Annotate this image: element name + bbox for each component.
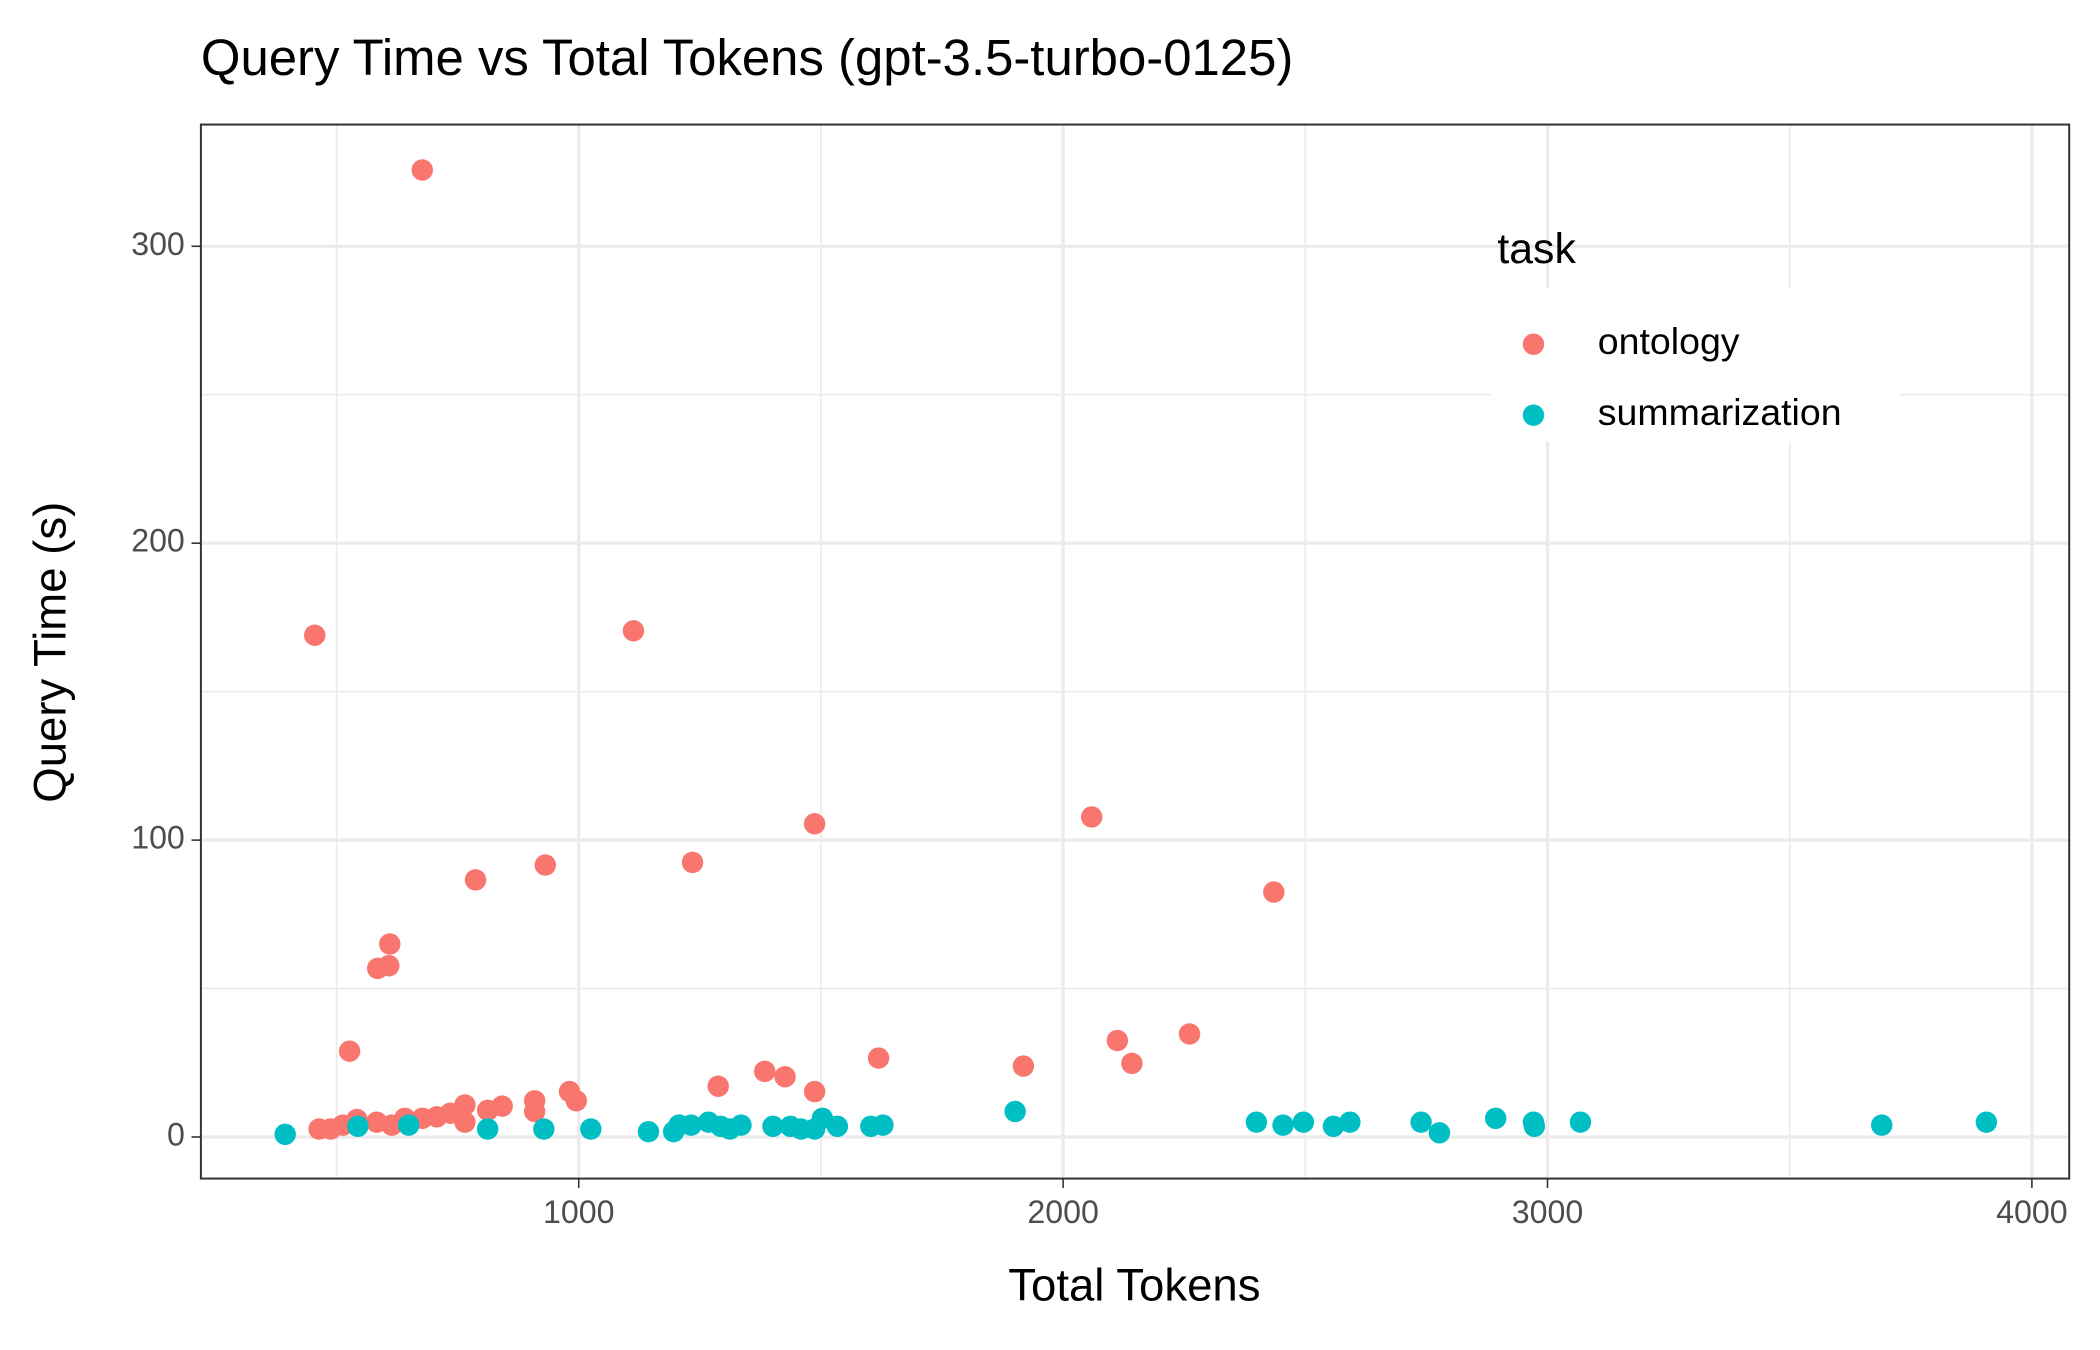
point [1012, 1055, 1035, 1077]
point [338, 1040, 361, 1062]
point [803, 1080, 826, 1103]
y-tick-label: 200 [131, 523, 185, 559]
point [580, 1118, 602, 1140]
point [1569, 1111, 1592, 1133]
x-axis-label: Total Tokens [1008, 1259, 1260, 1310]
point [565, 1090, 588, 1112]
y-axis-label: Query Time (s) [25, 502, 76, 803]
point [707, 1075, 729, 1097]
point [1263, 881, 1285, 903]
point [523, 1100, 546, 1123]
point [274, 1123, 296, 1146]
point [1080, 806, 1103, 828]
chart-title: Query Time vs Total Tokens (gpt-3.5-turb… [201, 29, 1293, 86]
point [411, 159, 433, 181]
point [1428, 1122, 1451, 1144]
legend-label: summarization [1598, 391, 1842, 433]
point [464, 869, 487, 891]
point [803, 813, 826, 835]
point [1178, 1023, 1201, 1045]
point [622, 620, 645, 642]
y-tick-label: 100 [131, 820, 185, 856]
point [754, 1060, 776, 1083]
legend-title: task [1497, 225, 1576, 273]
point [774, 1066, 796, 1088]
point [1523, 1115, 1546, 1138]
point [1245, 1111, 1268, 1133]
point [1272, 1114, 1294, 1136]
point [1484, 1107, 1507, 1130]
x-tick-label: 4000 [1996, 1194, 2067, 1230]
legend-marker [1522, 404, 1545, 426]
point [762, 1115, 784, 1138]
point [730, 1114, 752, 1136]
point [366, 1111, 388, 1133]
legend-background [1490, 287, 1900, 442]
point [637, 1120, 660, 1143]
point [681, 851, 704, 874]
point [378, 954, 400, 977]
point [826, 1115, 849, 1138]
y-tick-label: 0 [167, 1116, 185, 1152]
point [379, 933, 401, 955]
legend-label: ontology [1598, 320, 1740, 362]
point [867, 1047, 890, 1069]
point [1292, 1111, 1315, 1133]
point [1339, 1111, 1361, 1133]
point [1121, 1052, 1143, 1075]
point [304, 624, 326, 646]
point [308, 1118, 330, 1140]
point [476, 1099, 499, 1121]
point [1004, 1100, 1026, 1123]
x-tick-label: 1000 [543, 1194, 614, 1230]
x-tick-label: 3000 [1512, 1194, 1583, 1230]
point [1410, 1111, 1432, 1133]
point [534, 854, 557, 876]
point [1322, 1115, 1345, 1138]
point [872, 1114, 894, 1136]
plot-border [199, 123, 2071, 1180]
point [397, 1114, 420, 1136]
legend-marker [1522, 333, 1545, 355]
point [1106, 1029, 1129, 1052]
point [533, 1118, 555, 1140]
y-tick-label: 300 [131, 226, 185, 262]
point [347, 1115, 369, 1138]
point [476, 1118, 499, 1140]
point [1871, 1114, 1893, 1136]
point [1975, 1111, 1998, 1133]
point [680, 1114, 702, 1136]
x-tick-label: 2000 [1027, 1194, 1098, 1230]
